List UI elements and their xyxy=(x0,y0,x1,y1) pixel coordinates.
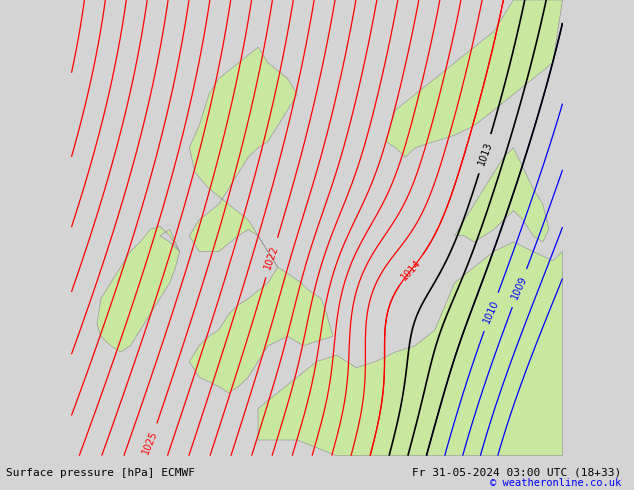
Text: Fr 31-05-2024 03:00 UTC (18+33): Fr 31-05-2024 03:00 UTC (18+33) xyxy=(412,468,621,478)
Text: Surface pressure [hPa] ECMWF: Surface pressure [hPa] ECMWF xyxy=(6,468,195,478)
Text: 1025: 1025 xyxy=(141,429,160,456)
Polygon shape xyxy=(97,226,179,352)
Polygon shape xyxy=(258,242,562,456)
Polygon shape xyxy=(385,0,562,157)
Text: 1010: 1010 xyxy=(482,298,501,325)
Text: 1022: 1022 xyxy=(263,244,281,271)
Polygon shape xyxy=(190,47,333,393)
Polygon shape xyxy=(455,147,549,242)
Text: 1009: 1009 xyxy=(510,275,529,301)
Text: 1014: 1014 xyxy=(399,257,424,282)
Text: © weatheronline.co.uk: © weatheronline.co.uk xyxy=(490,478,621,488)
Text: 1013: 1013 xyxy=(476,141,494,167)
